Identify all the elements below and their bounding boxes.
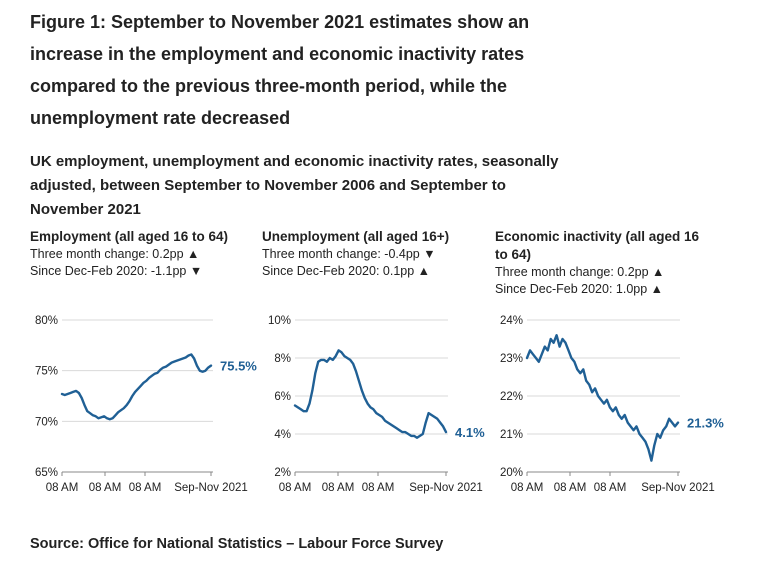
source-note: Source: Office for National Statistics –… [30,536,444,552]
since-dec-feb-unemployment: Since Dec-Feb 2020: 0.1pp ▲ [262,264,431,278]
panel-header-employment: Employment (all aged 16 to 64) Three mon… [30,228,245,280]
since-dec-feb-employment: Since Dec-Feb 2020: -1.1pp ▼ [30,264,203,278]
y-tick-label-unemployment: 2% [274,467,291,479]
x-tick-label-inactivity: Sep-Nov 2021 [641,482,715,494]
x-tick-label-unemployment: 08 AM [279,482,312,494]
end-value-label-unemployment: 4.1% [455,425,485,440]
x-tick-label-employment: 08 AM [46,482,79,494]
x-tick-label-unemployment: 08 AM [322,482,355,494]
panel-title-inactivity: Economic inactivity (all aged 16 to 64) [495,229,700,262]
x-tick-label-unemployment: 08 AM [362,482,395,494]
three-month-change-employment: Three month change: 0.2pp ▲ [30,247,200,261]
figure-title: Figure 1: September to November 2021 est… [30,12,530,128]
series-line-employment [60,353,213,421]
series-line-unemployment [293,349,448,439]
y-tick-label-unemployment: 10% [268,315,291,327]
x-tick-label-inactivity: 08 AM [554,482,587,494]
y-tick-label-employment: 80% [35,315,58,327]
y-tick-label-employment: 70% [35,416,58,428]
x-tick-label-employment: 08 AM [89,482,122,494]
x-tick-label-unemployment: Sep-Nov 2021 [409,482,483,494]
panel-title-unemployment: Unemployment (all aged 16+) [262,229,450,244]
y-tick-label-employment: 65% [35,467,58,479]
chart-unemployment: 10% 8% 6% 4% 2% 08 AM 08 AM 08 AM Sep-Nov 2021 4.… [268,315,485,494]
panel-title-employment: Employment (all aged 16 to 64) [30,229,229,244]
y-tick-label-inactivity: 20% [500,467,523,479]
x-tick-label-inactivity: 08 AM [511,482,544,494]
since-dec-feb-inactivity: Since Dec-Feb 2020: 1.0pp ▲ [495,282,664,296]
three-month-change-inactivity: Three month change: 0.2pp ▲ [495,265,665,279]
y-tick-label-inactivity: 24% [500,315,523,327]
chart-employment: 80% 75% 70% 65% 08 AM 08 AM 08 AM Sep-Nov 2021 7… [35,315,257,494]
y-tick-label-unemployment: 8% [274,353,291,365]
end-value-label-employment: 75.5% [220,359,257,374]
y-tick-label-unemployment: 4% [274,429,291,441]
three-month-change-unemployment: Three month change: -0.4pp ▼ [262,247,436,261]
y-tick-label-unemployment: 6% [274,391,291,403]
y-tick-label-employment: 75% [35,366,58,378]
x-tick-label-employment: 08 AM [129,482,162,494]
end-value-label-inactivity: 21.3% [687,416,724,431]
series-line-inactivity [525,334,680,462]
panel-header-unemployment: Unemployment (all aged 16+) Three month … [262,228,477,280]
chart-inactivity: 24% 23% 22% 21% 20% 08 AM 08 AM 08 AM Sep-Nov 20… [500,315,724,494]
figure-subtitle: UK employment, unemployment and economic… [30,153,559,218]
y-tick-label-inactivity: 23% [500,353,523,365]
panel-header-inactivity: Economic inactivity (all aged 16 to 64) … [495,228,710,298]
x-tick-label-employment: Sep-Nov 2021 [174,482,248,494]
y-tick-label-inactivity: 22% [500,391,523,403]
x-tick-label-inactivity: 08 AM [594,482,627,494]
y-tick-label-inactivity: 21% [500,429,523,441]
